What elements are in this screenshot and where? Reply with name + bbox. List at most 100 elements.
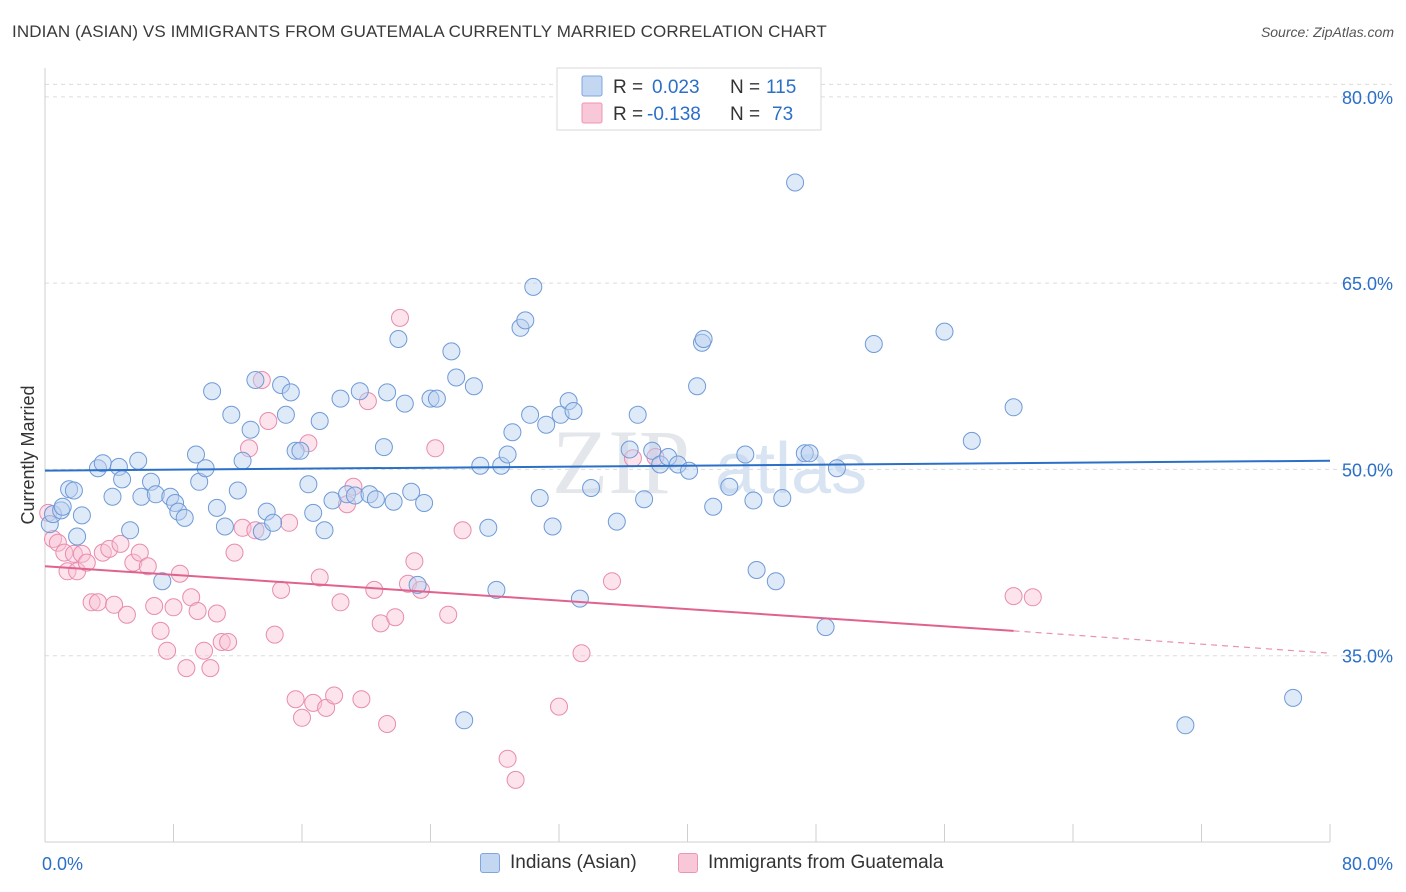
indian-point-36 bbox=[264, 513, 283, 532]
indian-point-28 bbox=[215, 517, 234, 536]
indian-point-104 bbox=[786, 173, 805, 192]
guatemala-point-20 bbox=[151, 621, 170, 640]
legend-label-guatemala: Immigrants from Guatemala bbox=[708, 852, 944, 873]
indian-point-25 bbox=[196, 459, 215, 478]
guatemala-point-48 bbox=[331, 593, 350, 612]
legend-item-guatemala: Immigrants from Guatemala bbox=[678, 852, 943, 874]
guatemala-point-13 bbox=[105, 595, 124, 614]
guatemala-point-38 bbox=[265, 625, 284, 644]
indian-point-13 bbox=[121, 521, 140, 540]
chart-source: Source: ZipAtlas.com bbox=[1260, 24, 1394, 40]
guatemala-point-31 bbox=[219, 633, 238, 651]
guatemala-point-15 bbox=[117, 605, 136, 624]
indian-point-81 bbox=[559, 392, 578, 411]
indian-point-100 bbox=[744, 491, 763, 510]
gridlines bbox=[45, 83, 1392, 657]
guatemala-point-41 bbox=[286, 690, 305, 709]
indian-point-55 bbox=[384, 492, 403, 511]
indian-point-60 bbox=[415, 494, 434, 512]
guatemala-point-66 bbox=[550, 697, 568, 716]
indian-point-22 bbox=[175, 508, 194, 527]
indian-point-15 bbox=[132, 487, 151, 506]
indian-point-5 bbox=[64, 481, 83, 500]
indian-point-110 bbox=[935, 322, 954, 341]
indian-point-27 bbox=[207, 498, 226, 517]
trend-line-indian bbox=[44, 459, 1331, 472]
indian-point-12 bbox=[113, 470, 132, 489]
indian-point-26 bbox=[203, 382, 222, 401]
indian-point-69 bbox=[487, 580, 506, 599]
indian-point-112 bbox=[1004, 398, 1023, 417]
legend-label-indian: Indians (Asian) bbox=[510, 852, 637, 873]
guatemala-point-16 bbox=[124, 553, 143, 572]
indian-point-44 bbox=[310, 412, 329, 430]
y-tick-label-1: 50.0% bbox=[1342, 460, 1393, 480]
indian-point-32 bbox=[241, 420, 260, 439]
legend-r-label-1: R = bbox=[613, 77, 643, 98]
legend-swatch-blue bbox=[581, 75, 603, 97]
guatemala-point-64 bbox=[498, 749, 517, 768]
guatemala-point-30 bbox=[212, 633, 231, 651]
indian-point-105 bbox=[795, 444, 814, 463]
indian-point-31 bbox=[233, 451, 252, 470]
indian-point-53 bbox=[374, 438, 393, 457]
guatemala-point-37 bbox=[259, 412, 278, 430]
indian-point-77 bbox=[530, 489, 549, 507]
indian-point-67 bbox=[471, 456, 490, 475]
indian-point-89 bbox=[643, 441, 662, 460]
indian-point-79 bbox=[543, 517, 562, 536]
guatemala-point-51 bbox=[352, 690, 371, 709]
guatemala-point-67 bbox=[572, 644, 591, 663]
indian-point-8 bbox=[89, 459, 107, 478]
indian-point-92 bbox=[668, 455, 687, 474]
indian-point-98 bbox=[720, 477, 739, 496]
indian-point-47 bbox=[331, 389, 350, 408]
guatemala-point-71 bbox=[1004, 587, 1023, 606]
guatemala-point-59 bbox=[405, 552, 424, 571]
indian-point-0 bbox=[40, 515, 59, 534]
indian-point-113 bbox=[1176, 716, 1195, 735]
guatemala-point-32 bbox=[225, 543, 244, 562]
indian-point-40 bbox=[286, 441, 305, 460]
x-tick-label-1: 80.0% bbox=[1342, 854, 1393, 874]
chart-title: INDIAN (ASIAN) VS IMMIGRANTS FROM GUATEM… bbox=[12, 22, 827, 41]
guatemala-point-28 bbox=[201, 659, 220, 678]
indian-point-61 bbox=[421, 389, 440, 408]
guatemala-point-14 bbox=[111, 534, 130, 553]
indian-point-97 bbox=[704, 497, 723, 516]
indian-point-38 bbox=[276, 405, 295, 424]
watermark-atlas: atlas bbox=[715, 429, 867, 509]
guatemala-point-8 bbox=[77, 553, 96, 572]
indian-point-19 bbox=[161, 487, 180, 506]
trend-line-guatemala-extension bbox=[1013, 630, 1331, 654]
indian-point-96 bbox=[694, 330, 713, 348]
x-tick-label-0: 0.0% bbox=[42, 854, 83, 874]
guatemala-point-42 bbox=[293, 708, 311, 727]
guatemala-point-9 bbox=[82, 593, 101, 612]
guatemala-point-47 bbox=[325, 686, 344, 705]
indian-point-62 bbox=[427, 389, 446, 408]
axes bbox=[44, 68, 1331, 843]
indian-point-74 bbox=[516, 311, 535, 330]
indian-point-54 bbox=[378, 383, 397, 402]
guatemala-point-55 bbox=[378, 715, 397, 733]
indian-point-9 bbox=[93, 454, 112, 473]
indian-point-45 bbox=[315, 521, 334, 540]
legend-n-label-2: N = bbox=[730, 104, 760, 125]
guatemala-point-35 bbox=[246, 521, 265, 540]
y-tick-labels: 35.0% 50.0% 65.0% 80.0% bbox=[1342, 88, 1393, 667]
legend-swatch-pink bbox=[581, 102, 603, 124]
indian-point-88 bbox=[635, 490, 654, 509]
indian-point-76 bbox=[524, 277, 543, 296]
indian-point-64 bbox=[447, 368, 466, 387]
guatemala-point-63 bbox=[453, 521, 472, 540]
indian-point-14 bbox=[129, 451, 148, 470]
guatemala-point-39 bbox=[272, 580, 291, 599]
guatemala-point-45 bbox=[310, 568, 329, 587]
legend-r-label-2: R = bbox=[613, 104, 643, 125]
guatemala-point-40 bbox=[280, 513, 299, 532]
legend-swatch-indian bbox=[480, 853, 500, 873]
series-indian-points bbox=[40, 173, 1303, 735]
indian-point-56 bbox=[389, 330, 408, 348]
indian-point-10 bbox=[103, 487, 122, 506]
